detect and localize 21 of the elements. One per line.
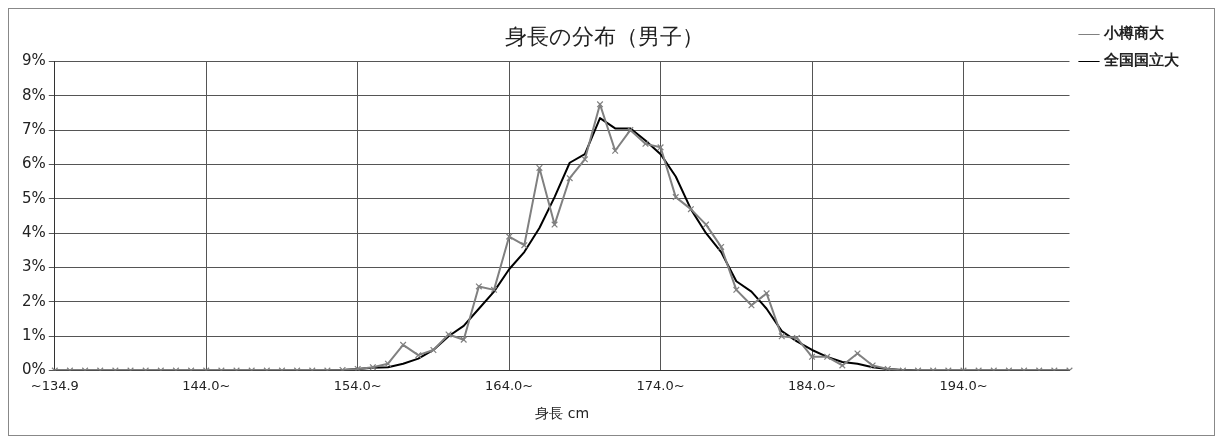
x-tick-label: 144.0~ (182, 377, 231, 393)
y-tick-label: 7% (22, 120, 46, 138)
legend-label: 小樽商大 (1103, 24, 1165, 43)
x-tick-label: ~134.9 (30, 377, 79, 393)
y-tick-label: 2% (22, 291, 46, 310)
x-tick-label: 154.0~ (333, 377, 382, 393)
x-tick-label: 184.0~ (787, 377, 837, 393)
x-tick-label: 194.0~ (939, 377, 988, 393)
x-tick-label: 174.0~ (636, 377, 685, 393)
y-tick-label: 4% (22, 223, 46, 242)
y-tick-label: 6% (22, 154, 46, 173)
x-axis-title: 身長 cm (535, 405, 590, 422)
chart-title: 身長の分布（男子） (504, 23, 704, 49)
y-tick-label: 3% (22, 257, 46, 276)
y-tick-label: 5% (22, 188, 46, 207)
y-tick-label: 9% (22, 51, 46, 70)
x-tick-label: 164.0~ (485, 377, 534, 393)
y-tick-label: 8% (22, 85, 46, 104)
y-tick-label: 0% (22, 360, 46, 379)
y-tick-label: 1% (22, 326, 46, 345)
legend-label: 全国国立大 (1103, 51, 1180, 70)
